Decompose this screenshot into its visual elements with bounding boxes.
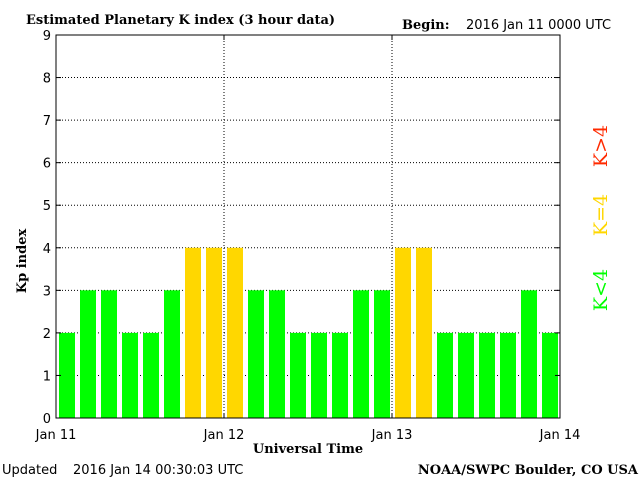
kp-bar [206,247,222,418]
kp-bar [311,332,327,418]
kp-bar [521,290,537,418]
updated-label: Updated [2,463,57,478]
x-tick-label: Jan 12 [203,428,245,443]
y-tick-label: 1 [43,369,51,384]
kp-bar [101,290,117,418]
x-tick-label: Jan 14 [539,428,581,443]
grid-layer [56,35,560,418]
y-tick-label: 3 [43,284,51,299]
legend-below-4: K<4 [590,269,612,311]
kp-bar [542,332,558,418]
begin-value: 2016 Jan 11 0000 UTC [466,18,611,33]
y-tick-label: 2 [43,327,51,342]
kp-bar [500,332,516,418]
legend-above-4: K>4 [590,125,612,167]
kp-bar [59,332,75,418]
x-tick-labels: Jan 11 Jan 12 Jan 13 Jan 14 [35,428,581,443]
plot-frame [55,34,561,419]
kp-bar [374,290,390,418]
y-axis-label: Kp index [15,229,30,294]
kp-bar [353,290,369,418]
x-tick-label: Jan 11 [35,428,77,443]
kp-bar [458,332,474,418]
begin-label: Begin: [402,18,450,33]
kp-bar [185,247,201,418]
y-tick-label: 7 [43,114,51,129]
kp-bar [122,332,138,418]
x-axis-label: Universal Time [253,442,363,457]
kp-bar [227,247,243,418]
kp-bar [437,332,453,418]
y-tick-label: 9 [43,29,51,44]
kp-bar [290,332,306,418]
y-tick-label: 4 [43,242,51,257]
kp-bar [80,290,96,418]
kp-bar [395,247,411,418]
plot-border [55,34,561,419]
y-tick-label: 0 [43,412,51,427]
y-tick-labels: 0 1 2 3 4 5 6 7 8 9 [43,29,51,427]
kp-bar [248,290,264,418]
chart-title: Estimated Planetary K index (3 hour data… [26,13,335,28]
y-tick-label: 8 [43,72,51,87]
kp-bar [332,332,348,418]
source-credit: NOAA/SWPC Boulder, CO USA [418,463,639,478]
updated-value: 2016 Jan 14 00:30:03 UTC [73,463,243,478]
x-tick-label: Jan 13 [371,428,413,443]
kp-bar [143,332,159,418]
kp-bar [164,290,180,418]
kp-bar [269,290,285,418]
y-tick-label: 5 [43,199,51,214]
kp-bar [479,332,495,418]
legend-equal-4: K=4 [590,194,612,236]
kp-bar [416,247,432,418]
bar-layer [59,247,558,418]
y-tick-label: 6 [43,157,51,172]
